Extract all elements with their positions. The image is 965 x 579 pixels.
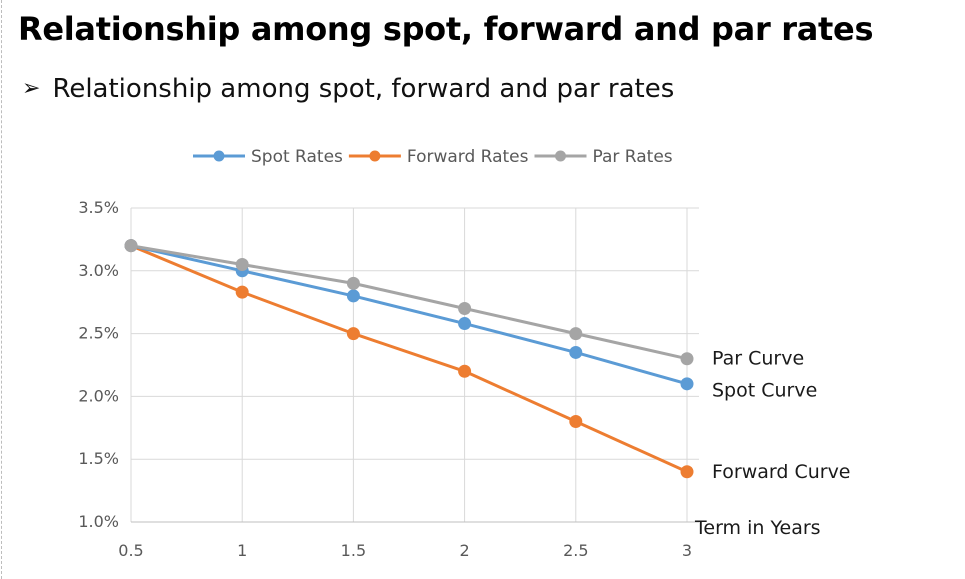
y-tick-label: 3.5% — [78, 198, 119, 217]
data-point-spot-rates — [680, 377, 694, 391]
curve-label-forward-curve: Forward Curve — [712, 461, 851, 483]
y-tick-label: 1.0% — [78, 512, 119, 531]
data-point-par-rates — [569, 327, 583, 341]
arrow-bullet-icon: ➢ — [22, 76, 41, 101]
chart-legend: Spot Rates Forward Rates Par Rates — [193, 147, 673, 167]
series-line-spot-rates — [130, 244, 688, 386]
series-lines — [124, 239, 694, 479]
axis-labels: 1.0% 1.5% 2.0% 2.5% 3.0% 3.5% 0.5 1 1.5 2 2.5 3Term… — [78, 198, 820, 560]
data-point-par-rates — [235, 258, 249, 272]
y-tick-label: 2.0% — [78, 386, 119, 405]
curve-label-spot-curve: Spot Curve — [712, 380, 817, 402]
x-tick-label: 1 — [237, 541, 247, 560]
legend-swatch-marker-forward-rates — [369, 150, 381, 162]
data-point-forward-rates — [235, 285, 249, 299]
series-line-forward-rates — [130, 244, 688, 474]
slide-title: Relationship among spot, forward and par… — [18, 10, 874, 48]
data-point-par-rates — [124, 239, 138, 253]
bullet-text: Relationship among spot, forward and par… — [52, 74, 675, 104]
x-tick-label: 1.5 — [341, 541, 366, 560]
x-tick-label: 3 — [682, 541, 692, 560]
series-line-par-rates — [130, 244, 688, 361]
legend-swatch-marker-spot-rates — [213, 150, 225, 162]
data-point-forward-rates — [569, 415, 583, 429]
curve-labels: Par Curve Spot Curve Forward Curve — [712, 348, 851, 483]
slide-left-border — [1, 0, 2, 579]
data-point-par-rates — [346, 276, 360, 290]
x-tick-label: 0.5 — [118, 541, 143, 560]
data-point-par-rates — [680, 352, 694, 366]
data-point-spot-rates — [569, 345, 583, 359]
x-tick-label: 2 — [460, 541, 470, 560]
legend-label-spot-rates: Spot Rates — [251, 147, 343, 167]
data-point-forward-rates — [680, 465, 694, 479]
data-point-par-rates — [458, 301, 472, 315]
legend-label-forward-rates: Forward Rates — [407, 147, 529, 167]
data-point-forward-rates — [346, 327, 360, 341]
data-point-forward-rates — [458, 364, 472, 378]
curve-label-par-curve: Par Curve — [712, 348, 804, 370]
legend-label-par-rates: Par Rates — [593, 147, 673, 167]
x-tick-label: 2.5 — [563, 541, 588, 560]
legend-swatch-marker-par-rates — [555, 150, 566, 162]
y-tick-label: 2.5% — [78, 324, 119, 343]
grid-lines — [130, 207, 699, 523]
bullet-point: ➢ Relationship among spot, forward and pa… — [22, 74, 674, 104]
y-tick-label: 1.5% — [78, 449, 119, 468]
data-point-spot-rates — [458, 317, 472, 331]
y-tick-label: 3.0% — [78, 261, 119, 280]
data-point-spot-rates — [346, 289, 360, 303]
x-axis-title: Term in Years — [694, 517, 821, 539]
